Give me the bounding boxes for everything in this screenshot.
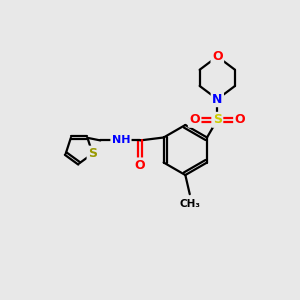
Text: O: O [235, 113, 245, 126]
Text: S: S [88, 147, 97, 160]
Text: N: N [212, 93, 223, 106]
Text: O: O [189, 113, 200, 126]
Text: NH: NH [112, 135, 130, 146]
Text: O: O [135, 159, 146, 172]
Text: CH₃: CH₃ [179, 199, 200, 208]
Text: O: O [212, 50, 223, 63]
Text: S: S [213, 113, 222, 126]
